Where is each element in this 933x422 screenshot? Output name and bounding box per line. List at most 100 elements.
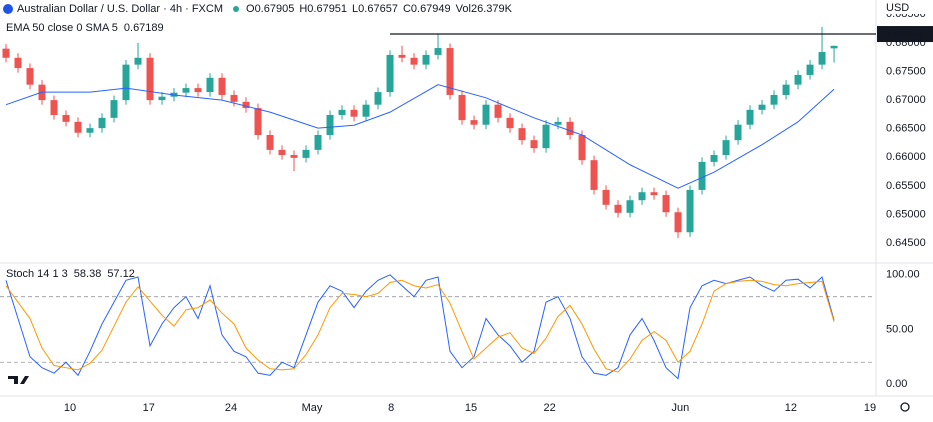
candle-body [62, 114, 70, 122]
candle-body [194, 88, 202, 93]
x-tick-label: 10 [64, 402, 76, 414]
candle-body [290, 155, 298, 158]
candle-body [254, 108, 262, 136]
candle-body [638, 192, 646, 201]
candle-body [398, 54, 406, 58]
candle-body [794, 74, 802, 85]
legend-value: 0.67657 [358, 3, 398, 15]
candle-body [278, 149, 286, 156]
candle-body [314, 135, 322, 150]
legend-label: H [299, 3, 307, 15]
candle-body [230, 94, 238, 102]
candle-body [386, 54, 394, 93]
y-tick-label: 50.00 [886, 323, 914, 335]
candle-body [362, 104, 370, 117]
candle-body [578, 135, 586, 161]
candle-body [770, 94, 778, 105]
candle-body [182, 88, 190, 93]
stoch-line [5, 279, 835, 373]
candle-body [482, 104, 490, 125]
hline-label: 0.68155 [884, 28, 924, 40]
candle-body [566, 121, 574, 136]
settings-icon[interactable] [900, 402, 910, 412]
candle-body [266, 135, 274, 150]
candle-body [86, 128, 94, 133]
legend-label: C [403, 3, 411, 15]
legend-label: Vol [456, 3, 471, 15]
candle-body [434, 48, 442, 55]
candle-body [98, 117, 106, 129]
indicator-value: 57.12 [107, 268, 135, 280]
candle-body [830, 45, 838, 49]
x-tick-label: May [302, 402, 323, 414]
candle-body [374, 92, 382, 105]
y-tick-label: 0.67500 [886, 65, 926, 77]
candle-body [14, 57, 22, 69]
candle-body [674, 212, 682, 233]
candle-body [590, 160, 598, 190]
candle-body [26, 68, 34, 85]
legend-value: 0.67949 [411, 3, 451, 15]
candle-body [722, 140, 730, 156]
candle-body [542, 124, 550, 149]
candle-body [122, 64, 130, 101]
y-tick-label: 0.64500 [886, 237, 926, 249]
indicator-value: 58.38 [74, 268, 102, 280]
tv-logo [8, 376, 29, 384]
legend-label: O [246, 3, 255, 15]
candle-body [698, 161, 706, 190]
candle-body [350, 109, 358, 117]
x-tick-label: 12 [785, 402, 797, 414]
indicator-value: 0.67189 [124, 22, 164, 34]
candle-body [758, 104, 766, 110]
x-tick-label: 22 [544, 402, 556, 414]
legend-value: 0.67905 [255, 3, 295, 15]
candle-body [110, 100, 118, 118]
y-tick-label: 0.65500 [886, 180, 926, 192]
axes: 0.64500 0.65000 0.65500 0.66000 0.66500 0.670… [6, 0, 933, 414]
legend-label: L [352, 3, 358, 15]
y-tick-label: 0.65000 [886, 208, 926, 220]
candle-body [458, 94, 466, 121]
candle-body [686, 189, 694, 233]
hline-label-bg [877, 26, 933, 43]
symbol-icon [3, 4, 13, 14]
candle-body [134, 57, 142, 65]
x-tick-label: 24 [225, 402, 237, 414]
candle-body [338, 109, 346, 115]
candle-body [326, 114, 334, 136]
candle-body [650, 192, 658, 196]
indicator-name: EMA 50 close 0 SMA 5 [6, 22, 118, 34]
candle-body [746, 109, 754, 125]
stoch-line [5, 274, 835, 380]
candle-body [518, 128, 526, 141]
candle-body [2, 48, 10, 58]
candle-body [242, 101, 250, 109]
candle-body [554, 121, 562, 125]
candle-body [410, 57, 418, 65]
currency: USD [886, 2, 909, 14]
candle-body [494, 104, 502, 118]
y-tick-label: 100.00 [886, 269, 920, 281]
candle-body [422, 54, 430, 65]
candle-body [782, 84, 790, 95]
candle-body [626, 200, 634, 213]
candle-body [734, 124, 742, 141]
y-tick-label: 0.66000 [886, 151, 926, 163]
x-tick-label: 19 [864, 402, 876, 414]
candle-body [470, 120, 478, 125]
y-tick-label: 0.66500 [886, 123, 926, 135]
candle-body [614, 204, 622, 213]
chart-title: Australian Dollar / U.S. Dollar · 4h · F… [17, 3, 223, 15]
x-tick-label: 17 [143, 402, 155, 414]
y-tick-label: 0.00 [886, 378, 907, 390]
currency-bg [877, 0, 933, 14]
x-tick-label: Jun [672, 402, 690, 414]
candle-body [302, 149, 310, 158]
x-tick-label: 15 [465, 402, 477, 414]
candle-body [74, 121, 82, 133]
candle-body [806, 64, 814, 75]
candle-body [446, 48, 454, 95]
